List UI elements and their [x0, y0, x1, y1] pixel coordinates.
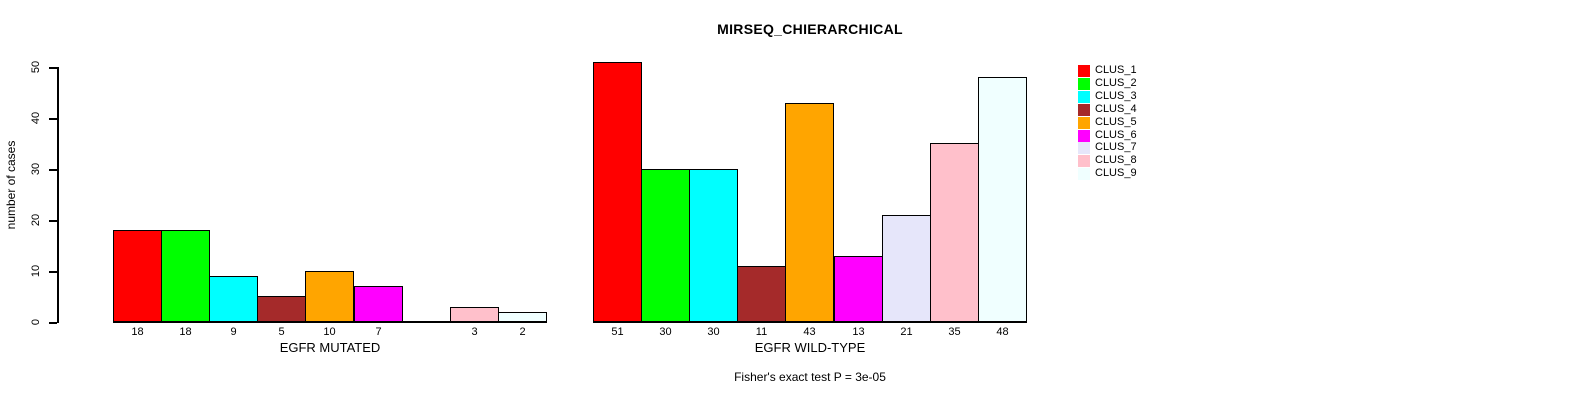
- y-tick-label: 0: [30, 318, 42, 326]
- y-tick-mark: [49, 322, 57, 324]
- legend-label: CLUS_5: [1095, 116, 1137, 128]
- x-axis-baseline: [113, 321, 547, 323]
- legend-item: CLUS_6: [1078, 129, 1137, 142]
- bar: [113, 230, 162, 322]
- legend-swatch-icon: [1078, 116, 1090, 129]
- bar: [930, 143, 979, 322]
- bar-count-label: 9: [230, 326, 237, 338]
- legend-swatch-icon: [1078, 64, 1090, 77]
- bar-count-label: 10: [323, 326, 336, 338]
- y-axis-label: number of cases: [4, 140, 18, 230]
- legend-label: CLUS_1: [1095, 64, 1137, 76]
- bar-count-label: 7: [375, 326, 382, 338]
- y-tick-label: 30: [30, 162, 42, 176]
- bar: [689, 169, 738, 322]
- bar-count-label: 5: [278, 326, 285, 338]
- bar-count-label: 13: [852, 326, 865, 338]
- y-tick-mark: [49, 271, 57, 273]
- legend-label: CLUS_6: [1095, 129, 1137, 141]
- y-tick-mark: [49, 169, 57, 171]
- bar: [641, 169, 690, 322]
- x-axis-title: EGFR WILD-TYPE: [754, 340, 866, 355]
- bar-count-label: 43: [803, 326, 816, 338]
- bar-count-label: 35: [948, 326, 961, 338]
- y-tick-label: 20: [30, 213, 42, 227]
- bar-count-label: 51: [611, 326, 624, 338]
- y-tick-label: 40: [30, 111, 42, 125]
- legend-swatch-icon: [1078, 129, 1090, 142]
- legend-item: CLUS_1: [1078, 64, 1137, 77]
- y-tick-mark: [49, 118, 57, 120]
- bar-count-label: 48: [996, 326, 1009, 338]
- x-axis-baseline: [593, 321, 1027, 323]
- bar: [785, 103, 834, 322]
- bar: [257, 296, 306, 322]
- y-tick-mark: [49, 220, 57, 222]
- bar-count-label: 11: [755, 326, 768, 338]
- legend-label: CLUS_2: [1095, 77, 1137, 89]
- bar: [209, 276, 258, 322]
- legend-swatch-icon: [1078, 167, 1090, 180]
- chart-title: MIRSEQ_CHIERARCHICAL: [717, 21, 903, 37]
- bar: [978, 77, 1027, 322]
- legend-label: CLUS_4: [1095, 103, 1137, 115]
- x-axis-title: EGFR MUTATED: [279, 340, 381, 355]
- footnote: Fisher's exact test P = 3e-05: [734, 370, 886, 384]
- bar: [161, 230, 210, 322]
- legend-item: CLUS_4: [1078, 103, 1137, 116]
- legend-label: CLUS_8: [1095, 154, 1137, 166]
- legend-item: CLUS_2: [1078, 77, 1137, 90]
- bar-count-label: 2: [519, 326, 526, 338]
- y-tick-label: 10: [30, 264, 42, 278]
- legend-item: CLUS_5: [1078, 116, 1137, 129]
- bar: [450, 307, 499, 322]
- legend-item: CLUS_9: [1078, 167, 1137, 180]
- y-tick-mark: [49, 67, 57, 69]
- legend-swatch-icon: [1078, 90, 1090, 103]
- bar-count-label: 30: [659, 326, 672, 338]
- legend-swatch-icon: [1078, 103, 1090, 116]
- bar-count-label: 3: [471, 326, 478, 338]
- legend-swatch-icon: [1078, 154, 1090, 167]
- bar: [354, 286, 403, 322]
- bar-count-label: 30: [707, 326, 720, 338]
- bar: [882, 215, 931, 322]
- bar-count-label: 18: [131, 326, 144, 338]
- bar: [737, 266, 786, 322]
- bar: [593, 62, 642, 322]
- bar-count-label: 18: [179, 326, 192, 338]
- bar: [834, 256, 883, 322]
- legend-item: CLUS_8: [1078, 154, 1137, 167]
- y-axis-line: [57, 67, 59, 323]
- legend-item: CLUS_3: [1078, 90, 1137, 103]
- y-tick-label: 50: [30, 60, 42, 74]
- legend-label: CLUS_7: [1095, 141, 1137, 153]
- legend-label: CLUS_3: [1095, 90, 1137, 102]
- legend-swatch-icon: [1078, 77, 1090, 90]
- bar: [305, 271, 354, 322]
- legend-swatch-icon: [1078, 141, 1090, 154]
- legend-label: CLUS_9: [1095, 167, 1137, 179]
- bar-count-label: 21: [900, 326, 913, 338]
- legend-item: CLUS_7: [1078, 141, 1137, 154]
